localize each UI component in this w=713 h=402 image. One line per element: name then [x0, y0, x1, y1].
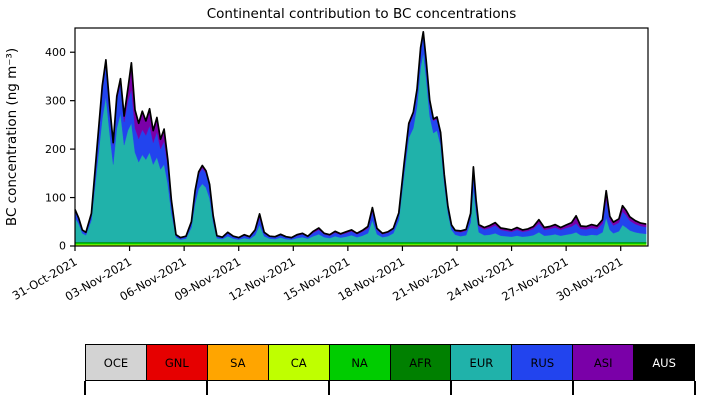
area-layer-na [74, 242, 647, 245]
legend-axis-tick [206, 381, 208, 395]
legend-item-aus: AUS [634, 345, 695, 380]
legend-item-sa: SA [207, 345, 269, 380]
legend-item-gnl: GNL [146, 345, 208, 380]
legend-axis [84, 381, 696, 397]
legend-label: AFR [409, 355, 432, 370]
legend-axis-tick [572, 381, 574, 395]
y-tick-label: 400 [45, 46, 66, 59]
plot-border [74, 27, 649, 247]
y-tick-label: 200 [45, 143, 66, 156]
y-tick-label: 300 [45, 94, 66, 107]
legend-axis-tick [694, 381, 696, 395]
legend-item-oce: OCE [86, 345, 147, 380]
legend-item-na: NA [329, 345, 391, 380]
legend-label: GNL [164, 355, 189, 370]
chart-title: Continental contribution to BC concentra… [207, 6, 517, 22]
legend-axis-tick [450, 381, 452, 395]
y-tick-label: 0 [59, 240, 66, 253]
legend-item-afr: AFR [390, 345, 452, 380]
legend-label: EUR [469, 355, 494, 370]
legend: OCE GNL SA CA NA AFR EUR RUS ASI AUS [85, 344, 695, 381]
legend-item-asi: ASI [573, 345, 635, 380]
legend-label: AUS [652, 355, 676, 370]
legend-axis-tick [328, 381, 330, 395]
legend-axis-tick [84, 381, 86, 395]
legend-label: ASI [593, 355, 613, 370]
chart: 010020030040031-Oct-202103-Nov-202106-No… [4, 6, 649, 304]
legend-label: CA [290, 355, 307, 370]
legend-label: SA [230, 355, 246, 370]
total-line [74, 30, 647, 239]
legend-item-eur: EUR [451, 345, 513, 380]
legend-label: NA [351, 355, 368, 370]
legend-label: RUS [530, 355, 555, 370]
y-axis-label: BC concentration (ng m⁻³) [4, 48, 20, 226]
legend-label: OCE [103, 355, 129, 370]
y-tick-label: 100 [45, 191, 66, 204]
legend-item-rus: RUS [512, 345, 574, 380]
legend-item-ca: CA [268, 345, 330, 380]
